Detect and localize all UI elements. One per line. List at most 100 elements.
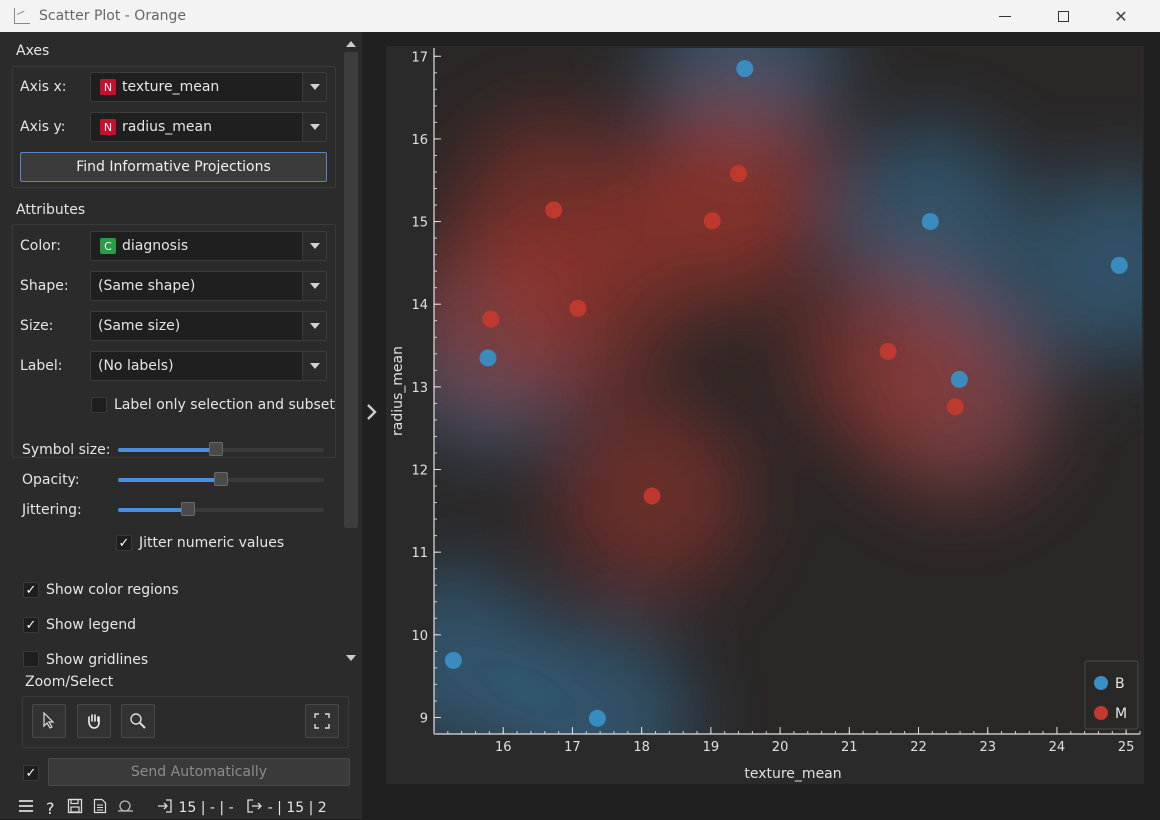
save-icon[interactable] (67, 798, 83, 818)
axes-section-title: Axes (16, 43, 50, 59)
x-tick-label: 17 (564, 740, 581, 755)
x-tick-label: 18 (633, 740, 650, 755)
color-combo[interactable]: C diagnosis (90, 231, 327, 261)
shape-combo[interactable]: (Same shape) (90, 271, 327, 301)
chevron-down-icon[interactable] (302, 312, 326, 340)
menu-icon[interactable] (18, 799, 34, 817)
control-panel: Axes Axis x: N texture_mean Axis y: N ra… (0, 32, 362, 819)
jittering-slider[interactable] (118, 502, 324, 516)
zoom-tool-button[interactable] (121, 704, 155, 738)
axis-x-value: texture_mean (122, 79, 220, 95)
collapse-panel-button[interactable] (364, 400, 380, 424)
window-title: Scatter Plot - Orange (39, 8, 187, 24)
jitter-numeric-checkbox[interactable]: ✓ (116, 535, 132, 551)
region-M (434, 224, 586, 415)
plot-area[interactable]: 16 17 18 19 20 21 22 23 24 25 9 10 11 12 13 14 15 16 17 te… (386, 46, 1144, 784)
data-point-B (1110, 256, 1128, 274)
y-tick-label: 10 (411, 629, 428, 644)
slider-handle[interactable] (181, 502, 195, 516)
y-tick-label: 13 (411, 381, 428, 396)
chevron-down-icon[interactable] (302, 352, 326, 380)
color-label: Color: (20, 238, 62, 254)
color-value: diagnosis (122, 238, 189, 254)
show-legend-label: Show legend (46, 617, 136, 633)
select-tool-button[interactable] (32, 704, 66, 738)
opacity-slider[interactable] (118, 472, 324, 486)
slider-handle[interactable] (209, 442, 223, 456)
numeric-variable-icon: N (100, 79, 116, 95)
find-informative-projections-button[interactable]: Find Informative Projections (20, 152, 327, 182)
axis-y-combo[interactable]: N radius_mean (90, 112, 327, 142)
size-label: Size: (20, 318, 54, 334)
help-icon[interactable]: ? (46, 798, 55, 818)
slider-handle[interactable] (214, 472, 228, 486)
data-point-M (569, 299, 587, 317)
label-only-selection-label: Label only selection and subset (114, 397, 335, 413)
label-value: (No labels) (98, 358, 174, 374)
show-color-regions-label: Show color regions (46, 582, 179, 598)
data-point-M (482, 310, 500, 328)
pan-tool-button[interactable] (77, 704, 111, 738)
axes: 16 17 18 19 20 21 22 23 24 25 9 10 11 12 13 14 15 16 17 (411, 48, 1141, 755)
slider-fill (118, 478, 221, 482)
show-gridlines-checkbox[interactable] (23, 651, 39, 667)
axis-x-combo[interactable]: N texture_mean (90, 72, 327, 102)
axis-y-value: radius_mean (122, 119, 212, 135)
reset-zoom-button[interactable] (305, 704, 339, 738)
y-axis-label: radius_mean (390, 346, 406, 436)
hand-icon (88, 714, 100, 729)
axis-y-label: Axis y: (20, 119, 66, 135)
y-tick-label: 9 (420, 711, 428, 726)
axes-group (12, 66, 336, 188)
x-tick-label: 16 (495, 740, 512, 755)
label-label: Label: (20, 358, 63, 374)
zoom-select-title: Zoom/Select (25, 674, 114, 690)
chevron-down-icon[interactable] (302, 113, 326, 141)
chevron-down-icon[interactable] (302, 73, 326, 101)
label-combo[interactable]: (No labels) (90, 351, 327, 381)
y-tick-label: 12 (411, 464, 428, 479)
send-automatically-button[interactable]: Send Automatically (48, 758, 350, 786)
minimize-button[interactable] (976, 0, 1034, 32)
send-automatically-checkbox[interactable]: ✓ (23, 765, 39, 781)
report-icon[interactable] (93, 798, 107, 818)
scroll-up-icon[interactable] (345, 38, 357, 50)
legend: BM (1084, 660, 1139, 730)
check-icon: ✓ (25, 617, 37, 633)
pointer-icon (43, 712, 55, 729)
show-legend-checkbox[interactable]: ✓ (23, 617, 39, 633)
legend-label-M: M (1115, 706, 1127, 722)
scroll-thumb[interactable] (344, 52, 358, 528)
maximize-button[interactable] (1034, 0, 1092, 32)
scatter-plot[interactable]: 16 17 18 19 20 21 22 23 24 25 9 10 11 12 13 14 15 16 17 te… (386, 46, 1144, 784)
symbol-size-slider[interactable] (118, 442, 324, 456)
label-only-selection-checkbox[interactable] (91, 397, 107, 413)
info-snail-icon[interactable] (117, 799, 135, 817)
panel-scrollbar[interactable] (343, 36, 359, 666)
input-summary: 15 | - | - (178, 800, 234, 816)
close-icon: ✕ (1114, 6, 1128, 26)
chevron-down-icon[interactable] (302, 232, 326, 260)
close-button[interactable]: ✕ (1092, 0, 1150, 32)
title-bar: Scatter Plot - Orange ✕ (0, 0, 1160, 32)
scroll-down-icon[interactable] (345, 652, 357, 664)
size-value: (Same size) (98, 318, 181, 334)
categorical-variable-icon: C (100, 238, 116, 254)
x-tick-label: 20 (772, 740, 789, 755)
chevron-down-icon[interactable] (302, 272, 326, 300)
legend-box (1084, 660, 1139, 730)
check-icon: ✓ (25, 765, 37, 781)
show-color-regions-checkbox[interactable]: ✓ (23, 582, 39, 598)
axis-x-label: Axis x: (20, 79, 67, 95)
data-point-M (545, 201, 563, 219)
data-point-B (736, 60, 754, 78)
size-combo[interactable]: (Same size) (90, 311, 327, 341)
data-point-M (643, 487, 661, 505)
y-tick-label: 17 (411, 50, 428, 65)
shape-label: Shape: (20, 278, 69, 294)
x-tick-label: 24 (1049, 740, 1066, 755)
status-bar: ? 15 | - | - - | 15 | 2 (0, 796, 362, 820)
data-point-B (588, 709, 606, 727)
y-tick-label: 15 (411, 216, 428, 231)
region-B (1024, 170, 1142, 361)
